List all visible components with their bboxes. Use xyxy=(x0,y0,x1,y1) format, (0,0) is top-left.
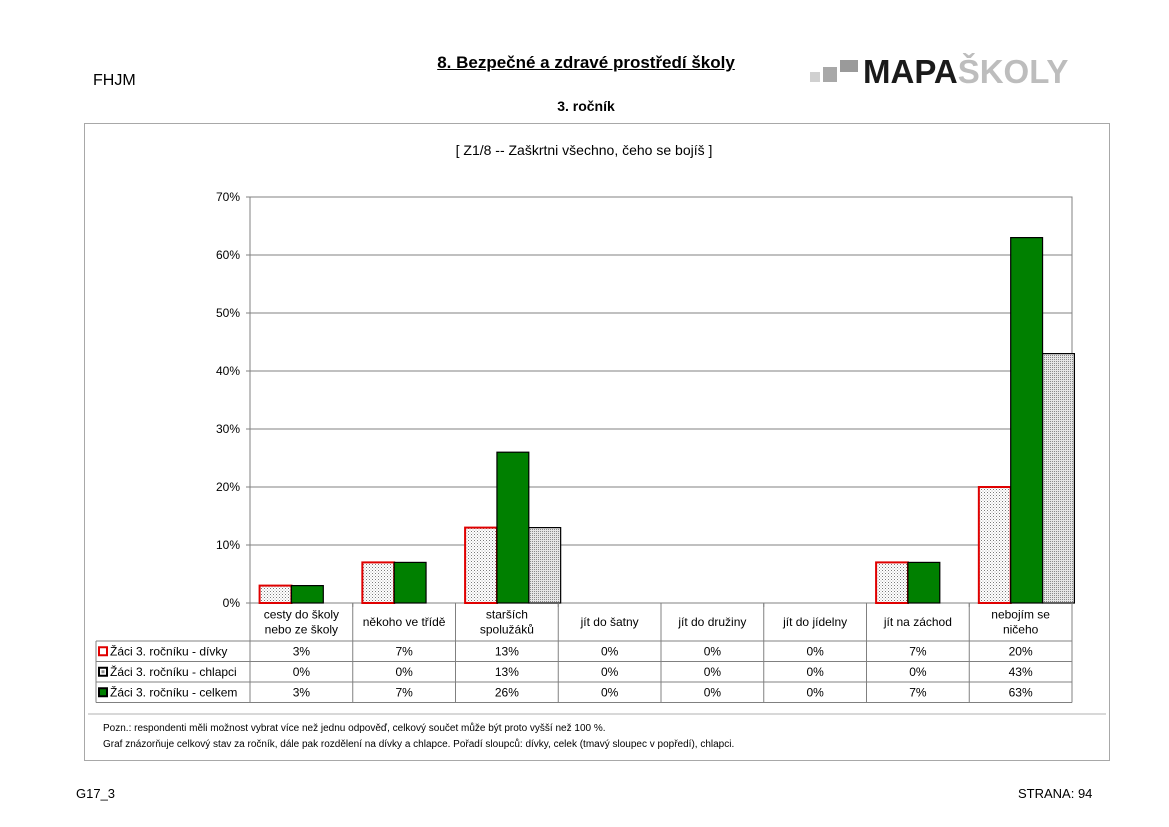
legend-key xyxy=(98,687,108,698)
category-label: jít do šatny xyxy=(580,615,639,629)
logo-text-light: ŠKOLY xyxy=(958,52,1069,90)
legend-entry: Žáci 3. ročníku - chlapci xyxy=(110,664,237,679)
y-tick-label: 70% xyxy=(216,190,240,204)
y-tick-label: 20% xyxy=(216,480,240,494)
data-label: 13% xyxy=(495,665,519,679)
y-tick-label: 40% xyxy=(216,364,240,378)
category-label: ničeho xyxy=(1003,623,1039,637)
y-tick-label: 60% xyxy=(216,248,240,262)
data-label: 13% xyxy=(495,644,519,658)
logo-text: MAPAŠKOLY xyxy=(863,52,1068,90)
bar-total xyxy=(496,451,530,604)
plot-area xyxy=(249,196,1073,604)
bar-total xyxy=(1010,236,1044,604)
data-label: 0% xyxy=(601,644,619,658)
logo-square-3 xyxy=(840,60,858,72)
data-label: 0% xyxy=(704,644,722,658)
data-label: 0% xyxy=(806,665,824,679)
data-label: 0% xyxy=(704,665,722,679)
y-axis-ticks: 0% 10% 20% 30% 40% 50% 60% 70% xyxy=(216,190,240,610)
bar-total xyxy=(393,561,427,604)
chart-frame xyxy=(84,123,1110,761)
bar-girls xyxy=(464,526,498,605)
data-label: 0% xyxy=(601,685,619,699)
data-label: 7% xyxy=(395,685,413,699)
data-label: 26% xyxy=(495,685,519,699)
bar-girls xyxy=(977,486,1012,604)
logo-square-2 xyxy=(823,67,837,82)
data-label: 43% xyxy=(1009,665,1033,679)
legend-entry: Žáci 3. ročníku - dívky xyxy=(110,643,227,658)
data-label: 0% xyxy=(601,665,619,679)
category-label: jít do jídelny xyxy=(782,615,847,629)
bar-girls xyxy=(361,561,396,604)
footer-code: G17_3 xyxy=(76,786,116,801)
category-label: cesty do školy xyxy=(264,608,339,622)
category-label: jít do družiny xyxy=(677,615,746,629)
data-label: 0% xyxy=(806,644,824,658)
data-label: 7% xyxy=(909,685,927,699)
data-label: 63% xyxy=(1009,685,1033,699)
category-label: nebojím se xyxy=(991,608,1050,622)
y-tick-label: 30% xyxy=(216,422,240,436)
data-label: 0% xyxy=(909,665,927,679)
bar-boys xyxy=(528,527,562,604)
data-label: 3% xyxy=(293,685,311,699)
school-code: FHJM xyxy=(93,72,136,89)
data-label: 0% xyxy=(806,685,824,699)
legend-key-dot xyxy=(101,670,105,674)
bar-girls xyxy=(258,584,293,605)
category-label: někoho ve třídě xyxy=(363,615,446,629)
mapa-skoly-logo: MAPAŠKOLY xyxy=(810,52,1068,90)
category-label: nebo ze školy xyxy=(265,623,338,637)
data-label: 3% xyxy=(293,644,311,658)
category-label: starších xyxy=(486,608,528,622)
logo-square-1 xyxy=(810,72,820,82)
grade-title: 3. ročník xyxy=(557,98,615,114)
category-label: spolužáků xyxy=(480,623,534,637)
grid-layer xyxy=(246,196,1073,607)
bar-girls xyxy=(875,561,909,604)
report-title: 8. Bezpečné a zdravé prostředí školy xyxy=(437,53,735,72)
chart-title: [ Z1/8 -- Zaškrtni všechno, čeho se bojí… xyxy=(456,142,713,158)
data-label: 7% xyxy=(395,644,413,658)
data-label: 0% xyxy=(395,665,413,679)
bar-chart: [ Z1/8 -- Zaškrtni všechno, čeho se bojí… xyxy=(88,142,1106,715)
y-tick-label: 50% xyxy=(216,306,240,320)
note-line-1: Pozn.: respondenti měli možnost vybrat v… xyxy=(103,723,606,734)
note-line-2: Graf znázorňuje celkový stav za ročník, … xyxy=(103,739,735,750)
bar-boys xyxy=(1041,353,1076,604)
y-tick-label: 0% xyxy=(223,596,241,610)
data-label: 7% xyxy=(909,644,927,658)
logo-text-bold: MAPA xyxy=(863,53,958,90)
data-label: 0% xyxy=(704,685,722,699)
legend-entry: Žáci 3. ročníku - celkem xyxy=(110,684,237,699)
bar-total xyxy=(290,585,324,604)
data-label: 20% xyxy=(1009,644,1033,658)
category-label: jít na záchod xyxy=(883,615,952,629)
legend-key xyxy=(98,646,108,657)
y-tick-label: 10% xyxy=(216,538,240,552)
footer-page-number: STRANA: 94 xyxy=(1018,786,1093,801)
data-label: 0% xyxy=(293,665,311,679)
bars xyxy=(258,236,1076,605)
bar-total xyxy=(907,561,941,604)
